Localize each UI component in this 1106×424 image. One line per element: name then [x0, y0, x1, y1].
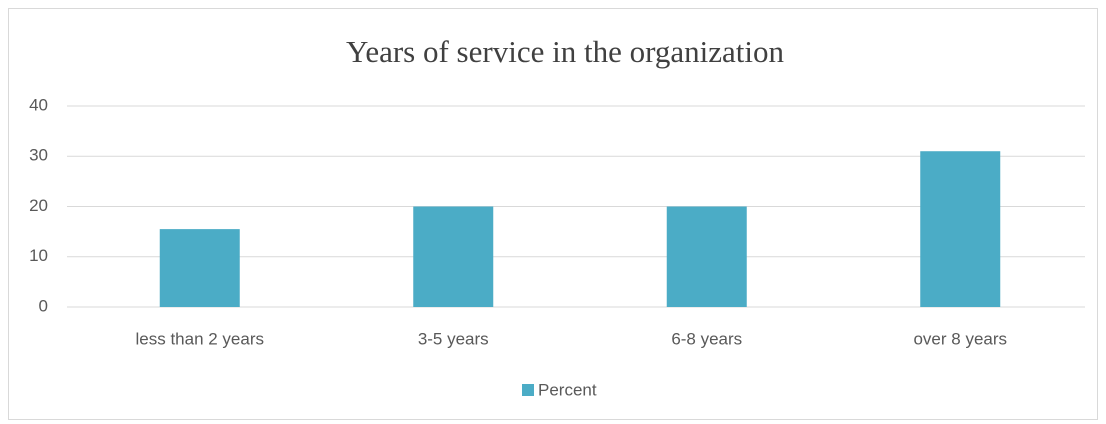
chart-frame	[8, 8, 1098, 420]
y-tick-label: 10	[29, 246, 48, 265]
x-tick-label: over 8 years	[913, 329, 1007, 348]
x-tick-label: less than 2 years	[135, 329, 264, 348]
chart-title: Years of service in the organization	[346, 34, 784, 69]
legend-label: Percent	[538, 380, 597, 399]
bar	[666, 206, 747, 307]
y-tick-label: 20	[29, 196, 48, 215]
bar	[413, 206, 494, 307]
y-tick-label: 40	[29, 95, 48, 114]
y-tick-label: 30	[29, 146, 48, 165]
x-tick-label: 6-8 years	[671, 329, 742, 348]
y-tick-label: 0	[39, 296, 48, 315]
bar	[920, 151, 1001, 307]
legend-swatch	[522, 384, 534, 396]
x-tick-label: 3-5 years	[418, 329, 489, 348]
bar	[159, 229, 240, 307]
